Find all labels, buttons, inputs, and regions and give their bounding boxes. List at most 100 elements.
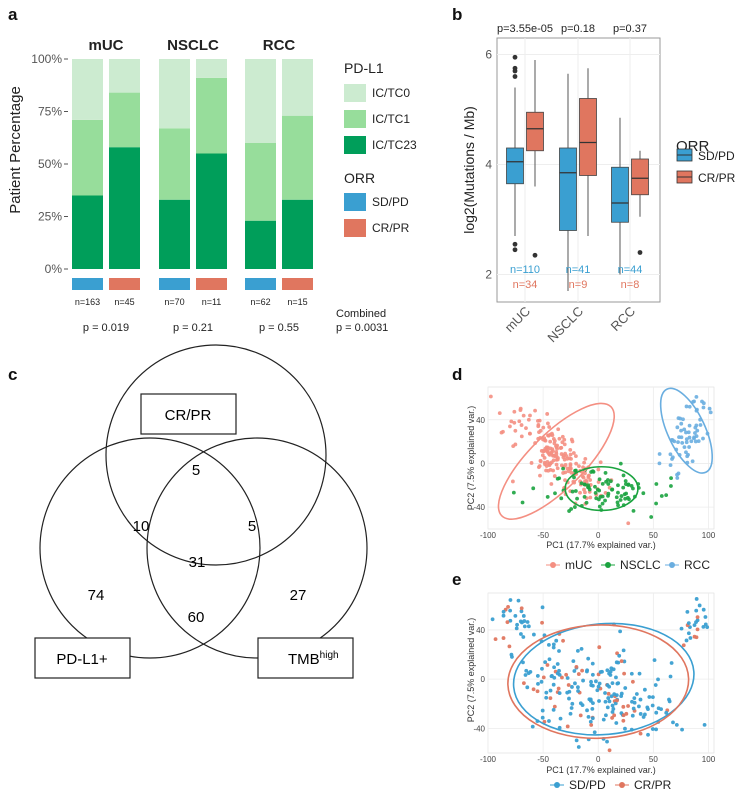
e-point-crpr <box>541 675 546 680</box>
e-point-sdpd <box>702 722 707 727</box>
d-point-muc <box>569 437 574 442</box>
d-point-rcc <box>694 394 699 399</box>
d-point-rcc <box>680 440 685 445</box>
d-point-nsclc <box>669 476 673 481</box>
d-point-muc <box>578 490 582 495</box>
a-bar-segment-ic-tc23 <box>282 199 313 269</box>
e-point-crpr <box>626 704 630 708</box>
e-point-crpr <box>574 665 579 669</box>
b-n-crpr: n=9 <box>569 279 588 291</box>
d-point-muc <box>519 423 524 427</box>
d-point-rcc <box>698 423 703 427</box>
e-point-sdpd <box>575 649 580 653</box>
d-point-rcc <box>684 404 689 409</box>
e-point-sdpd <box>580 703 585 708</box>
d-point-rcc <box>693 439 698 444</box>
d-point-muc <box>541 449 546 453</box>
e-point-sdpd <box>588 699 593 703</box>
e-xlabel: PC1 (17.7% explained var.) <box>546 765 656 775</box>
e-point-sdpd <box>637 671 642 676</box>
b-ytick-label: 4 <box>485 158 492 172</box>
e-point-sdpd <box>609 694 614 699</box>
e-point-sdpd <box>605 705 610 710</box>
e-point-sdpd <box>603 691 607 695</box>
e-point-sdpd <box>642 687 647 692</box>
e-point-sdpd <box>616 660 621 665</box>
b-box <box>631 158 649 196</box>
e-point-sdpd <box>613 701 618 706</box>
e-point-sdpd <box>638 712 643 716</box>
e-point-sdpd <box>596 684 601 689</box>
a-n-sdpd: n=163 <box>75 297 100 307</box>
venn-count-cr-pd: 10 <box>133 518 150 535</box>
e-point-crpr <box>630 679 635 684</box>
e-point-sdpd <box>612 692 617 697</box>
d-point-nsclc <box>619 494 624 498</box>
pca-xtick-label: 100 <box>702 755 716 764</box>
e-ellipse-crpr <box>507 624 690 740</box>
e-point-sdpd <box>544 690 549 695</box>
e-point-sdpd <box>554 638 559 643</box>
e-point-sdpd <box>614 675 618 680</box>
venn-box-pdl1 <box>34 637 131 679</box>
d-point-rcc <box>687 404 692 409</box>
b-ytick-label: 2 <box>485 268 492 282</box>
d-point-rcc <box>693 431 697 435</box>
d-point-rcc <box>676 440 680 445</box>
e-point-sdpd <box>569 706 574 710</box>
e-legend-crpr: CR/PR <box>634 778 672 789</box>
e-point-crpr <box>506 604 510 609</box>
b-legend-key-sdpd <box>676 148 693 162</box>
a-bar-segment-ic-tc0 <box>196 59 227 78</box>
e-point-sdpd <box>513 613 518 618</box>
a-bar-segment-ic-tc0 <box>72 59 103 120</box>
b-outlier <box>637 250 643 255</box>
d-point-nsclc <box>621 485 626 490</box>
e-point-sdpd <box>697 603 702 608</box>
e-point-sdpd <box>555 662 560 666</box>
venn-box-crpr <box>140 393 237 435</box>
a-bar-segment-ic-tc0 <box>159 59 190 129</box>
e-point-sdpd <box>610 681 615 686</box>
d-point-nsclc <box>664 493 669 498</box>
a-bar-segment-ic-tc1 <box>282 115 313 200</box>
pca-ytick-label: 40 <box>476 626 485 635</box>
e-point-sdpd <box>616 681 621 686</box>
e-point-sdpd <box>576 745 581 749</box>
panel-label-e: e <box>452 570 461 589</box>
e-point-sdpd <box>605 668 610 673</box>
pca-ytick-label: -40 <box>473 724 485 733</box>
e-point-sdpd <box>630 713 635 718</box>
e-point-sdpd <box>570 685 574 689</box>
d-point-nsclc <box>597 504 602 509</box>
e-point-sdpd <box>490 617 495 622</box>
venn-box-tmb <box>257 637 354 679</box>
e-point-crpr <box>607 748 612 753</box>
e-point-sdpd <box>695 618 700 623</box>
d-point-muc <box>517 419 522 424</box>
e-point-sdpd <box>694 608 699 613</box>
e-point-sdpd <box>514 626 519 631</box>
e-point-sdpd <box>551 682 556 687</box>
panel-a-stacked-bars: Patient Percentage 0% 25% 50% 75% 100% mUC n=… <box>7 37 417 334</box>
d-point-muc <box>568 448 573 452</box>
d-point-rcc <box>687 423 692 428</box>
panel-b-boxplot: log2(Mutations / Mb) 2 4 6 p=3.55e-05 p=0.1… <box>461 23 736 345</box>
d-point-muc <box>551 458 556 463</box>
a-legend-orr-title: ORR <box>344 170 375 186</box>
d-legend-nsclc: NSCLC <box>620 558 661 572</box>
d-point-nsclc <box>669 484 673 488</box>
pca-ytick-label: 40 <box>476 416 485 425</box>
e-point-sdpd <box>647 695 652 699</box>
e-point-sdpd <box>590 706 595 711</box>
e-point-sdpd <box>531 632 536 637</box>
e-point-sdpd <box>594 679 598 684</box>
d-point-nsclc <box>545 495 550 499</box>
d-point-nsclc <box>623 479 628 483</box>
e-point-sdpd <box>694 597 699 601</box>
e-point-sdpd <box>526 624 531 629</box>
d-point-nsclc <box>511 490 516 495</box>
e-point-sdpd <box>686 631 691 636</box>
e-point-sdpd <box>703 615 708 619</box>
d-point-muc <box>566 469 571 474</box>
